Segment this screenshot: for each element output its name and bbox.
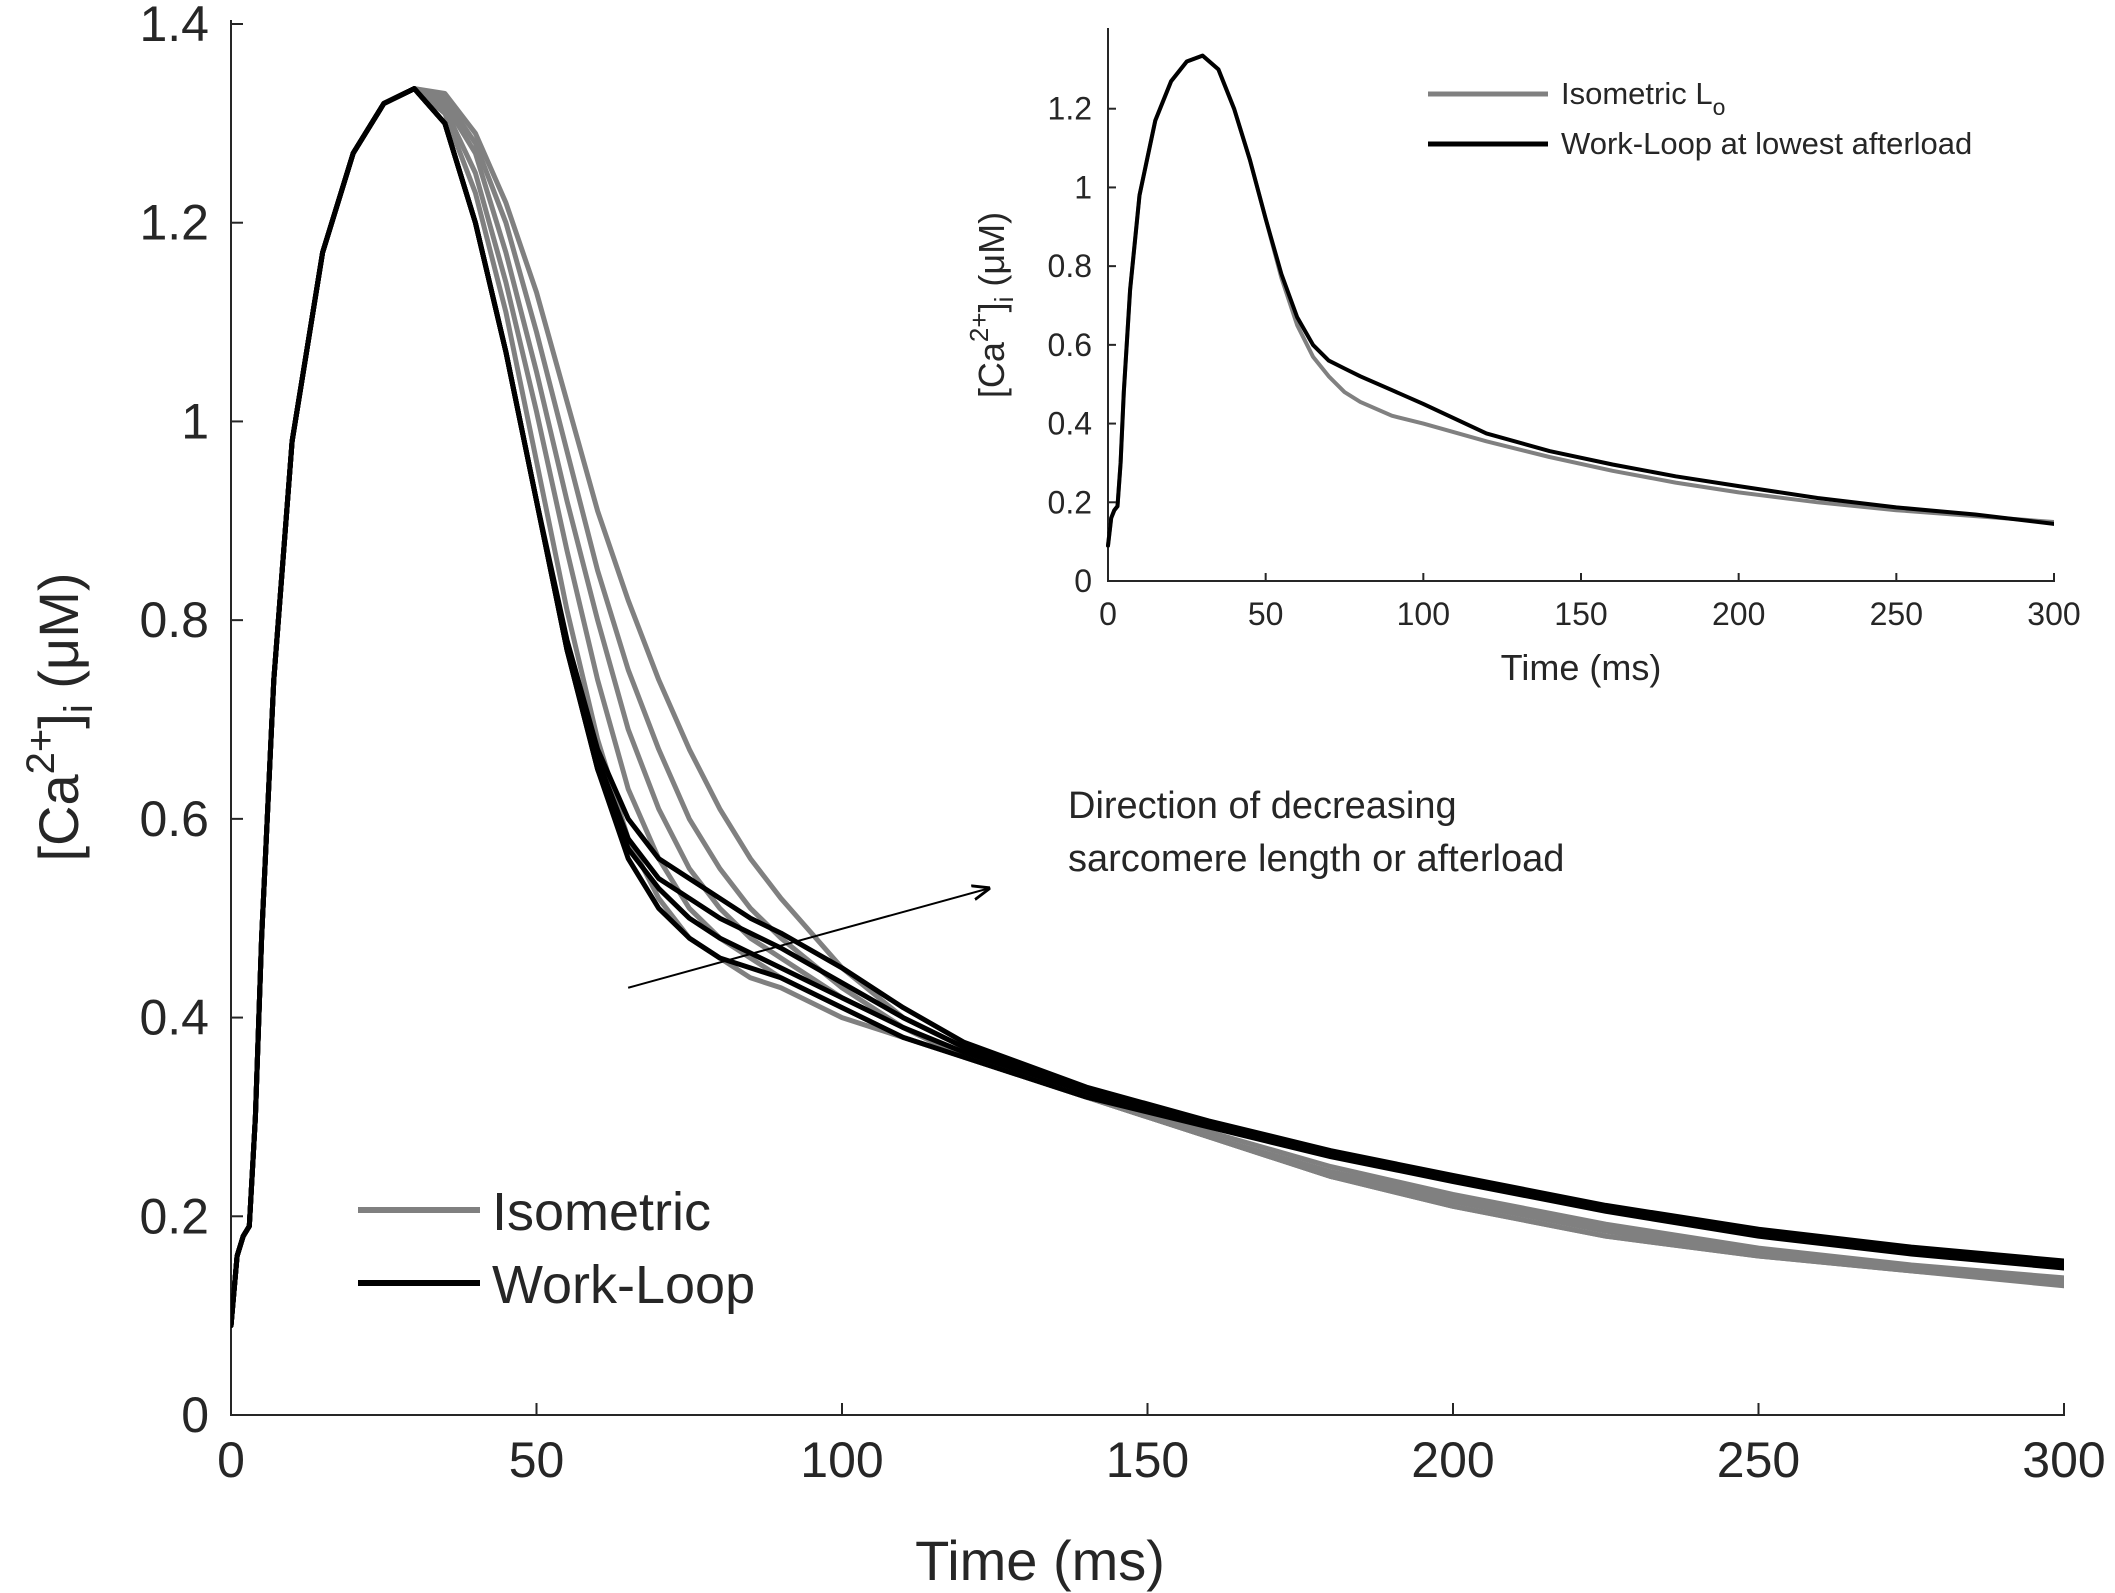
main-y-axis: 0 0.2 0.4 0.6 0.8 1 1.2 1.4 bbox=[139, 0, 243, 1443]
inset-y-tick-label: 0.4 bbox=[1048, 406, 1092, 442]
main-y-tick-label: 0.6 bbox=[139, 791, 209, 847]
inset-chart: 0 0.2 0.4 0.6 0.8 1 1.2 0 50 100 150 200 250 300 Tim… bbox=[964, 28, 2081, 688]
main-x-tick-label: 300 bbox=[2022, 1432, 2105, 1488]
inset-x-tick-label: 250 bbox=[1870, 596, 1923, 632]
inset-series-group bbox=[1106, 53, 2054, 548]
main-x-tick-label: 200 bbox=[1411, 1432, 1494, 1488]
inset-legend-label-work-loop: Work-Loop at lowest afterload bbox=[1561, 126, 1972, 161]
main-x-tick-label: 100 bbox=[800, 1432, 883, 1488]
inset-x-tick-label: 150 bbox=[1554, 596, 1607, 632]
annotation-line-1: Direction of decreasing bbox=[1068, 785, 1457, 827]
inset-series-work-loop-at-lowest-afterload-1 bbox=[1106, 53, 2054, 548]
main-legend: Isometric Work-Loop bbox=[358, 1182, 755, 1315]
main-x-tick-label: 50 bbox=[509, 1432, 565, 1488]
inset-y-tick-label: 1.2 bbox=[1048, 91, 1092, 127]
direction-arrow bbox=[627, 888, 988, 989]
annotation-line-2: sarcomere length or afterload bbox=[1068, 838, 1564, 880]
legend-label-isometric: Isometric bbox=[492, 1182, 711, 1242]
main-y-tick-label: 1.4 bbox=[139, 0, 209, 52]
inset-x-axis-label: Time (ms) bbox=[1501, 647, 1662, 688]
main-series-work-loop-8 bbox=[231, 86, 2064, 1329]
inset-y-axis: 0 0.2 0.4 0.6 0.8 1 1.2 bbox=[1048, 91, 1116, 599]
main-series-group bbox=[231, 86, 2064, 1329]
main-x-tick-label: 0 bbox=[217, 1432, 245, 1488]
inset-y-tick-label: 0.2 bbox=[1048, 484, 1092, 520]
inset-y-tick-label: 0.8 bbox=[1048, 248, 1092, 284]
inset-x-tick-label: 100 bbox=[1397, 596, 1450, 632]
main-chart: 00.20.40.60.811.21.4 0 50 100 150 200 250 300 … bbox=[19, 0, 2106, 1592]
main-x-tick-label: 150 bbox=[1106, 1432, 1189, 1488]
legend-label-work-loop: Work-Loop bbox=[492, 1255, 755, 1315]
inset-y-tick-label: 0 bbox=[1074, 563, 1092, 599]
main-y-tick-label: 0.2 bbox=[139, 1188, 209, 1244]
main-y-tick-label: 1 bbox=[181, 393, 209, 449]
inset-x-tick-label: 300 bbox=[2027, 596, 2080, 632]
main-series-isometric-3 bbox=[231, 86, 2064, 1329]
direction-annotation: Direction of decreasing sarcomere length… bbox=[627, 785, 1564, 989]
inset-y-tick-label: 1 bbox=[1074, 169, 1092, 205]
inset-y-tick-label: 0.6 bbox=[1048, 327, 1092, 363]
inset-y-axis-label: [Ca2+]i (μM) bbox=[964, 212, 1019, 398]
inset-legend: Isometric Lo Work-Loop at lowest afterlo… bbox=[1428, 76, 1972, 161]
main-y-axis-label: [Ca2+]i (μM) bbox=[19, 573, 101, 862]
inset-x-tick-label: 0 bbox=[1099, 596, 1117, 632]
main-y-tick-label: 0.4 bbox=[139, 990, 209, 1046]
main-y-tick-label: 0.8 bbox=[139, 592, 209, 648]
inset-x-tick-label: 200 bbox=[1712, 596, 1765, 632]
main-y-tick-label: 1.2 bbox=[139, 195, 209, 251]
inset-x-axis: 0 50 100 150 200 250 300 bbox=[1099, 573, 2081, 632]
main-x-axis: 0 50 100 150 200 250 300 bbox=[217, 1403, 2106, 1488]
inset-legend-label-isometric: Isometric Lo bbox=[1561, 76, 1725, 120]
inset-x-tick-label: 50 bbox=[1248, 596, 1284, 632]
main-y-tick-label: 0 bbox=[181, 1387, 209, 1443]
main-x-tick-label: 250 bbox=[1717, 1432, 1800, 1488]
main-x-axis-label: Time (ms) bbox=[915, 1529, 1165, 1592]
